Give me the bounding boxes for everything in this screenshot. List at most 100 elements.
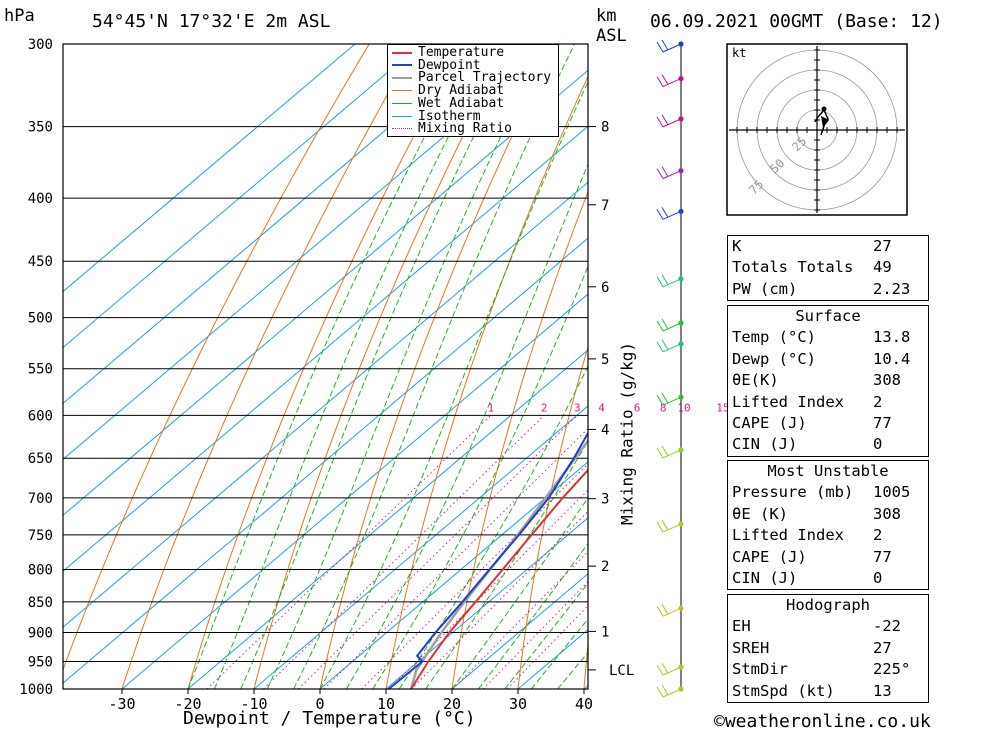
wet-adiabat-line <box>213 44 497 689</box>
dry-adiabat-line <box>187 44 464 689</box>
wind-barb-flag <box>656 605 664 617</box>
legend-swatch <box>392 51 412 54</box>
height-tick-label: 5 <box>601 352 609 368</box>
isotherm-line <box>63 181 588 628</box>
wind-barb-shaft <box>662 278 682 288</box>
wind-barb-flag <box>656 320 664 332</box>
legend-item: Dewpoint <box>392 59 481 72</box>
legend-swatch <box>392 128 412 130</box>
wind-barb-flag <box>661 603 669 615</box>
index-row-k: K 27 <box>732 237 892 255</box>
asl-unit-label: ASL <box>596 26 627 46</box>
pressure-tick-label: 350 <box>28 120 53 136</box>
legend-label: Parcel Trajectory <box>418 70 552 86</box>
temperature-tick-label: 0 <box>315 695 324 713</box>
mu-row: Lifted Index 2 <box>732 526 883 545</box>
mu-row: CAPE (J) 77 <box>732 547 892 566</box>
dry-adiabat-line <box>121 44 417 689</box>
wind-barb-flag <box>656 41 664 53</box>
isotherm-line <box>385 517 588 689</box>
wind-barb-shaft <box>662 607 682 617</box>
wind-barb <box>656 74 682 88</box>
height-tick-label: 3 <box>601 492 609 508</box>
height-tick-label: 2 <box>601 559 609 575</box>
wind-barb <box>656 519 682 533</box>
pressure-tick-label: 850 <box>28 595 53 611</box>
wind-barb-flag <box>656 341 664 353</box>
pressure-tick-label: 500 <box>28 311 53 327</box>
hodo-row: SREH 27 <box>732 638 892 657</box>
wind-barb-flag <box>661 662 669 674</box>
temperature-tick-label: 10 <box>377 695 395 713</box>
wind-barb <box>656 603 682 617</box>
wind-barb <box>656 114 682 128</box>
wind-barb-flag <box>656 394 664 406</box>
wind-barb-flag <box>661 684 669 696</box>
pressure-tick-label: 1000 <box>19 682 53 698</box>
height-tick-label: 1 <box>601 624 609 640</box>
isotherm-line <box>63 44 422 349</box>
hodo-row: StmDir 225° <box>732 660 911 679</box>
wet-adiabat-line <box>398 365 588 689</box>
wind-barb-flag <box>661 318 669 330</box>
surface-row: θE(K) 308 <box>732 371 901 390</box>
wind-barb <box>656 662 682 676</box>
mixing-ratio-label: 10 <box>677 401 690 414</box>
wind-barb-flag <box>661 274 669 286</box>
most-unstable-title: Most Unstable <box>767 462 889 480</box>
mixing-ratio-label: 8 <box>660 401 667 414</box>
isotherm-line <box>253 405 588 689</box>
legend-item: Temperature <box>392 46 504 59</box>
surface-row: Lifted Index 2 <box>732 392 883 411</box>
hodograph-unit: kt <box>732 46 746 60</box>
credit-text[interactable]: ©weatheronline.co.uk <box>714 711 931 732</box>
temperature-tick-label: 20 <box>443 695 461 713</box>
wind-barb-flag <box>661 445 669 457</box>
wet-adiabat-line <box>530 618 588 689</box>
mixing-ratio-label: 15 <box>716 401 729 414</box>
wet-adiabat-line <box>240 44 521 689</box>
hodo-row: StmSpd (kt) 13 <box>732 681 892 700</box>
axes: 3003504004505005506006507007508008509009… <box>19 37 634 713</box>
wind-barb <box>656 684 682 698</box>
index-row-tt: Totals Totals 49 <box>732 258 892 277</box>
km-unit-label: km <box>596 6 617 26</box>
wind-barb-flag <box>656 116 664 128</box>
wind-barb-shaft <box>662 43 682 53</box>
temperature-line <box>410 468 588 689</box>
wind-barb-shaft <box>662 523 682 533</box>
isotherm-line <box>451 573 588 689</box>
wet-adiabat-line <box>319 80 588 689</box>
mu-row: Pressure (mb) 1005 <box>732 483 911 502</box>
wind-barb-flag <box>656 168 664 179</box>
hodograph-table: Hodograph EH -22 SREH 27 StmDir 225° StmSpd… <box>727 594 929 703</box>
height-tick-label: LCL <box>609 663 634 679</box>
mixing-ratio-label: 1 <box>487 401 494 414</box>
storm-motion-marker <box>821 116 829 128</box>
wind-barb-flag <box>656 664 664 676</box>
pressure-tick-label: 450 <box>28 254 53 270</box>
temperature-tick-label: -30 <box>108 695 135 713</box>
legend-swatch <box>392 90 412 92</box>
isotherm-line <box>319 461 588 689</box>
legend-item: Mixing Ratio <box>392 122 512 135</box>
height-tick-label: 8 <box>601 120 609 136</box>
legend-label: Isotherm <box>418 108 481 124</box>
wind-barb-flag <box>656 686 664 698</box>
wet-adiabat-line <box>345 163 588 689</box>
mixing-ratio-axis-title: Mixing Ratio (g/kg) <box>617 341 637 526</box>
wet-adiabat-line <box>504 582 588 689</box>
mixing-ratio-label: 3 <box>574 401 581 414</box>
legend: Temperature Dewpoint Parcel Trajectory Dry … <box>387 44 559 137</box>
profile-lines <box>388 431 588 689</box>
wind-profile <box>656 39 684 698</box>
wind-barb-flag <box>661 114 669 126</box>
mixing-ratio-line <box>263 414 545 689</box>
wind-barb-shaft <box>662 449 682 459</box>
height-tick-label: 7 <box>601 198 609 214</box>
legend-label: Mixing Ratio <box>418 121 512 137</box>
legend-label: Temperature <box>418 45 505 60</box>
pressure-tick-label: 550 <box>28 362 53 378</box>
mu-row: CIN (J) 0 <box>732 568 883 587</box>
index-table: K 27 Totals Totals 49 PW (cm) 2.23 <box>727 235 929 302</box>
